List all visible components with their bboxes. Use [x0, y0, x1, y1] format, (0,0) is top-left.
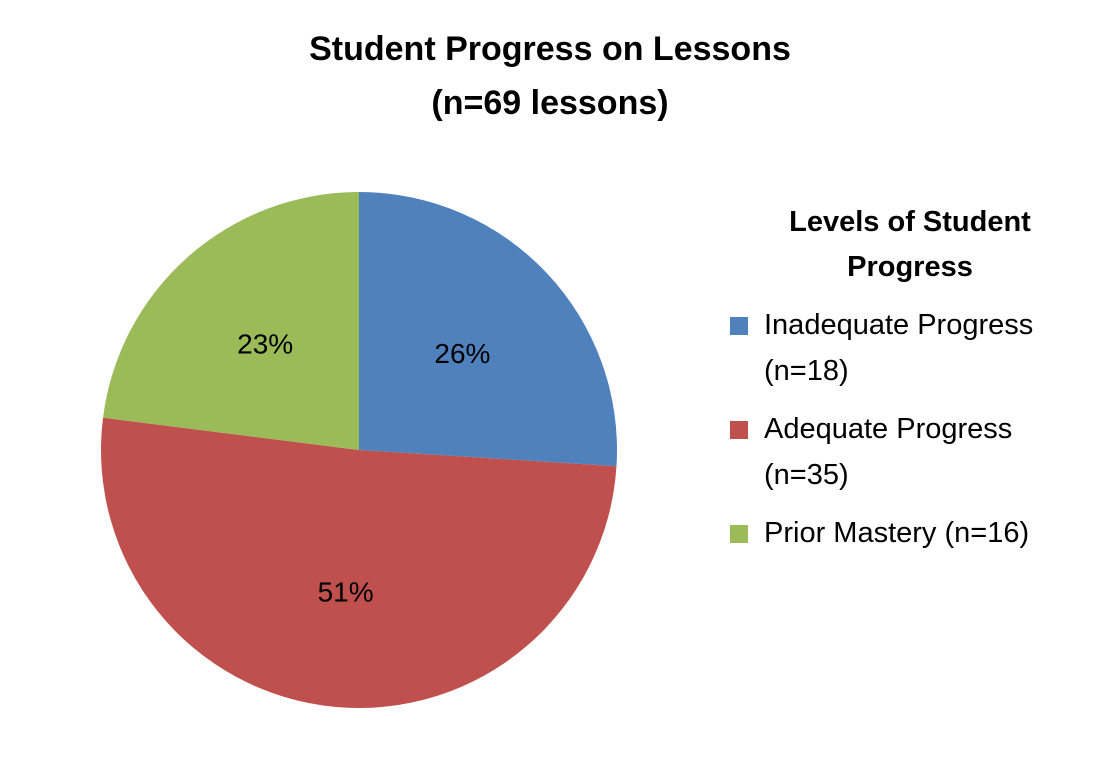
- legend-item-prior-mastery: Prior Mastery (n=16): [730, 510, 1090, 556]
- legend-title-line: Progress: [847, 251, 973, 283]
- legend-swatch: [730, 525, 748, 543]
- slice-value-label: 26%: [434, 338, 490, 369]
- pie-slices: [101, 192, 617, 708]
- legend-title-line: Levels of Student: [789, 206, 1031, 238]
- legend: Levels of Student Progress Inadequate Pr…: [730, 200, 1090, 568]
- legend-list: Inadequate Progress (n=18) Adequate Prog…: [730, 302, 1090, 556]
- slice-prior-mastery: [103, 192, 359, 450]
- chart-title-block: Student Progress on Lessons (n=69 lesson…: [0, 22, 1100, 130]
- pie-slice-labels: 26% 51% 23%: [237, 329, 490, 608]
- legend-label: Inadequate Progress (n=18): [764, 309, 1034, 387]
- legend-title: Levels of Student Progress: [722, 200, 1098, 290]
- legend-swatch: [730, 421, 748, 439]
- slice-adequate: [101, 417, 617, 708]
- slice-value-label: 23%: [237, 329, 293, 360]
- slice-value-label: 51%: [318, 576, 374, 607]
- slice-inadequate: [359, 192, 617, 467]
- legend-swatch: [730, 317, 748, 335]
- legend-label: Adequate Progress (n=35): [764, 413, 1013, 491]
- chart-subtitle: (n=69 lessons): [431, 84, 669, 122]
- legend-item-adequate: Adequate Progress (n=35): [730, 406, 1090, 498]
- chart-title: Student Progress on Lessons: [309, 30, 791, 68]
- legend-item-inadequate: Inadequate Progress (n=18): [730, 302, 1090, 394]
- legend-label: Prior Mastery (n=16): [764, 517, 1030, 549]
